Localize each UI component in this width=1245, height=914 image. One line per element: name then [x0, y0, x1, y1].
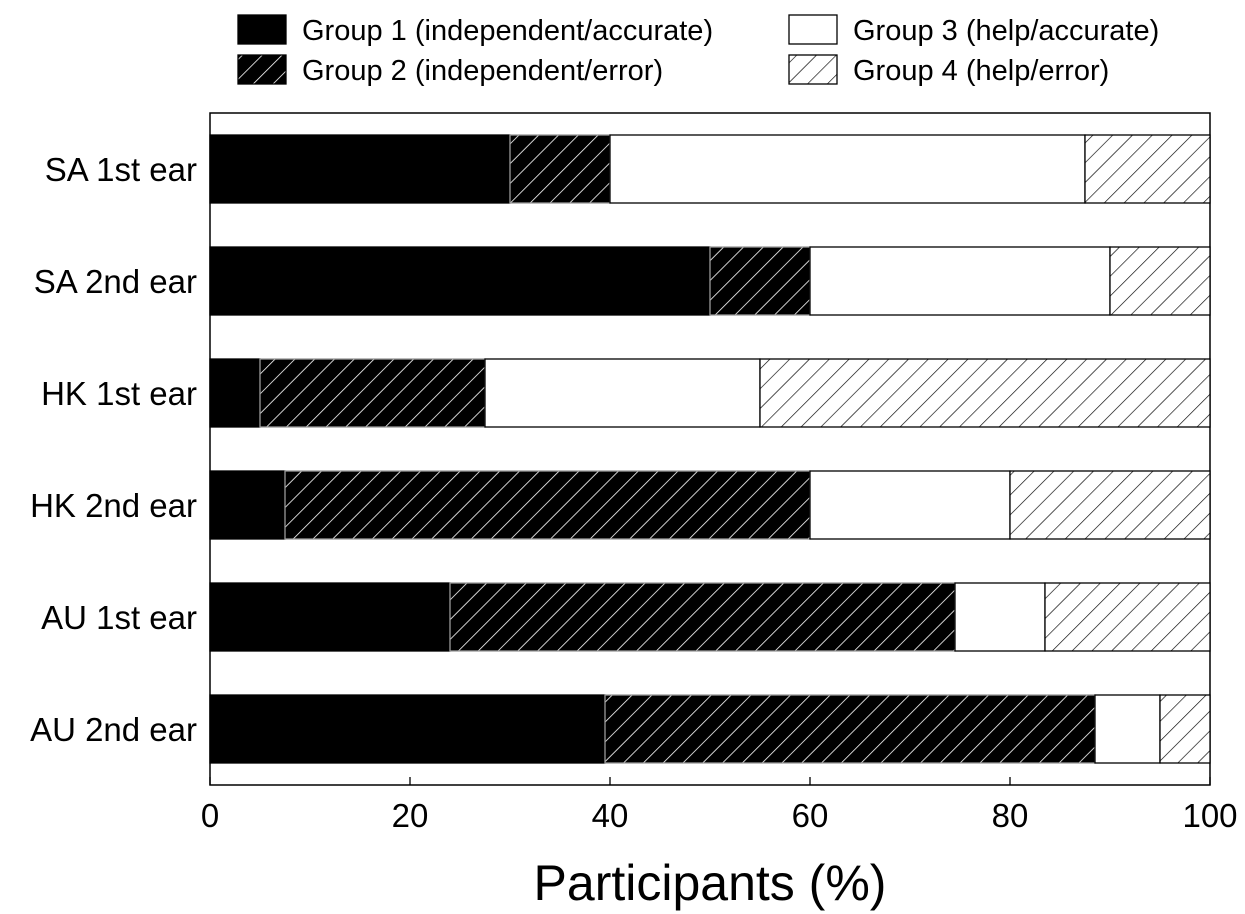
y-tick-label-hk-1st-ear: HK 1st ear	[41, 375, 197, 412]
legend-swatch-group-1	[237, 14, 287, 45]
bar-sa-1st-ear-group-2	[509, 134, 611, 204]
bar-au-1st-ear-group-4	[1044, 582, 1211, 652]
x-tick-label-40: 40	[592, 797, 629, 834]
y-axis: SA 1st ear SA 2nd ear HK 1st ear HK 2nd ear…	[30, 151, 218, 748]
x-tick-label-100: 100	[1182, 797, 1237, 834]
bar-hk-1st-ear-group-2	[259, 358, 486, 428]
y-tick-label-au-2nd-ear: AU 2nd ear	[30, 711, 197, 748]
bar-sa-1st-ear-group-4	[1084, 134, 1211, 204]
bar-au-1st-ear-group-2	[449, 582, 956, 652]
x-axis-title: Participants (%)	[534, 855, 887, 911]
y-tick-label-sa-2nd-ear: SA 2nd ear	[34, 263, 197, 300]
x-tick-label-60: 60	[792, 797, 829, 834]
legend-swatch-group-4	[788, 54, 838, 85]
bar-sa-2nd-ear-group-1	[209, 246, 711, 316]
y-tick-label-au-1st-ear: AU 1st ear	[41, 599, 197, 636]
bar-hk-2nd-ear-group-2	[284, 470, 811, 540]
legend: Group 1 (independent/accurate) Group 2 (i…	[237, 14, 1159, 87]
x-tick-label-0: 0	[201, 797, 219, 834]
legend-swatch-group-2	[237, 54, 287, 85]
legend-label-group-3: Group 3 (help/accurate)	[853, 15, 1159, 47]
y-tick-label-sa-1st-ear: SA 1st ear	[45, 151, 197, 188]
bar-hk-2nd-ear-group-3	[809, 470, 1011, 540]
bar-hk-2nd-ear-group-4	[1009, 470, 1211, 540]
bar-hk-2nd-ear-group-1	[209, 470, 286, 540]
bars	[209, 134, 1211, 764]
x-tick-label-20: 20	[392, 797, 429, 834]
bar-au-1st-ear-group-1	[209, 582, 451, 652]
legend-label-group-1: Group 1 (independent/accurate)	[302, 15, 713, 47]
bar-hk-1st-ear-group-4	[759, 358, 1211, 428]
bar-sa-1st-ear-group-3	[609, 134, 1086, 204]
x-tick-label-80: 80	[992, 797, 1029, 834]
bar-sa-1st-ear-group-1	[209, 134, 511, 204]
plot-frame	[209, 112, 1211, 786]
bar-hk-1st-ear-group-1	[209, 358, 261, 428]
bar-au-2nd-ear-group-2	[604, 694, 1096, 764]
x-axis: 0 20 40 60 80 100	[201, 777, 1238, 834]
bar-sa-2nd-ear-group-2	[709, 246, 811, 316]
bar-au-1st-ear-group-3	[954, 582, 1046, 652]
y-tick-label-hk-2nd-ear: HK 2nd ear	[30, 487, 197, 524]
legend-label-group-2: Group 2 (independent/error)	[302, 55, 663, 87]
bar-au-2nd-ear-group-3	[1094, 694, 1161, 764]
bar-sa-2nd-ear-group-4	[1109, 246, 1211, 316]
bar-hk-1st-ear-group-3	[484, 358, 761, 428]
legend-swatch-group-3	[788, 14, 838, 45]
bar-au-2nd-ear-group-4	[1159, 694, 1211, 764]
legend-label-group-4: Group 4 (help/error)	[853, 55, 1109, 87]
bar-au-2nd-ear-group-1	[209, 694, 606, 764]
bar-sa-2nd-ear-group-3	[809, 246, 1111, 316]
